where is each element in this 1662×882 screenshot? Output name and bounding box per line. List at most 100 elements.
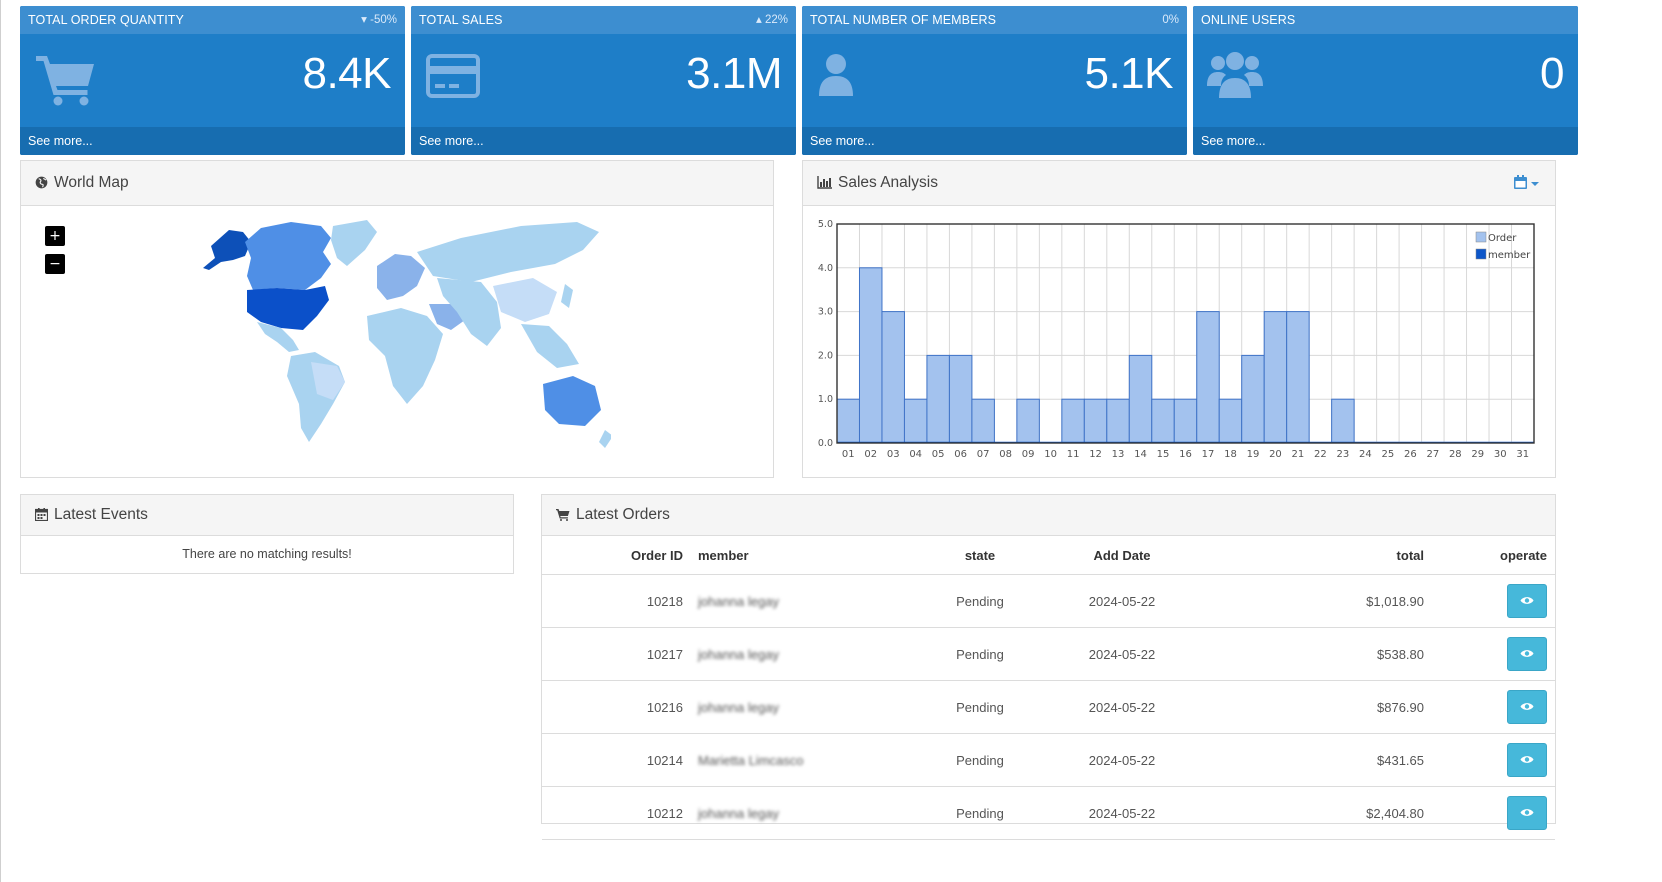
- x-tick-label: 16: [1179, 449, 1192, 460]
- chevron-down-icon: [1531, 182, 1539, 186]
- y-tick-label: 4.0: [818, 263, 833, 274]
- world-map[interactable]: [181, 216, 611, 456]
- calendar-icon: [35, 508, 48, 521]
- map-region-usa[interactable]: [247, 286, 329, 330]
- panel-title: Sales Analysis: [838, 174, 938, 191]
- x-tick-label: 10: [1044, 449, 1057, 460]
- column-header-total[interactable]: total: [1183, 536, 1432, 575]
- x-tick-label: 30: [1494, 449, 1507, 460]
- chart-bar: [1061, 398, 1085, 444]
- zoom-out-button[interactable]: −: [45, 254, 65, 274]
- chart-bar: [881, 311, 905, 444]
- sales-analysis-panel: Sales Analysis 0.0 1.0 2.0 3.0 4.0 5.0 01 02 03 0…: [802, 160, 1556, 478]
- calendar-icon[interactable]: [1513, 175, 1541, 191]
- state-cell: Pending: [899, 574, 1061, 628]
- x-tick-label: 31: [1516, 449, 1529, 460]
- x-tick-label: 15: [1157, 449, 1170, 460]
- chart-bar: [1128, 354, 1153, 444]
- see-more-link[interactable]: See more...: [1193, 127, 1578, 155]
- empty-message: There are no matching results!: [182, 547, 352, 561]
- see-more-link[interactable]: See more...: [20, 127, 405, 155]
- map-region-asia[interactable]: [437, 278, 501, 346]
- latest-orders-panel: Latest Orders Order ID member state Add …: [541, 494, 1556, 840]
- map-region-southeast-asia[interactable]: [521, 324, 579, 368]
- map-region-china[interactable]: [493, 278, 557, 322]
- view-order-button[interactable]: [1507, 690, 1547, 724]
- map-region-russia[interactable]: [417, 222, 599, 282]
- column-header-operate: operate: [1432, 536, 1555, 575]
- tile-total-members: TOTAL NUMBER OF MEMBERS 0% 5.1K See more…: [802, 6, 1187, 155]
- x-tick-label: 22: [1314, 449, 1327, 460]
- x-tick-label: 14: [1134, 449, 1147, 460]
- legend-label-order: Order: [1488, 233, 1517, 244]
- map-region-africa[interactable]: [367, 308, 443, 404]
- view-order-button[interactable]: [1507, 743, 1547, 777]
- view-order-button[interactable]: [1507, 584, 1547, 618]
- column-header-order-id[interactable]: Order ID: [542, 536, 697, 575]
- chart-bar: [1218, 398, 1243, 444]
- tile-value: 5.1K: [1084, 49, 1173, 98]
- map-region-canada[interactable]: [245, 222, 331, 290]
- tile-title: TOTAL NUMBER OF MEMBERS: [810, 13, 997, 27]
- order-id-cell: 10212: [542, 786, 697, 840]
- table-row: 10217 johanna legay Pending 2024-05-22 $…: [542, 627, 1555, 681]
- zoom-in-button[interactable]: +: [45, 226, 65, 246]
- eye-icon: [1520, 597, 1534, 604]
- map-region-alaska[interactable]: [203, 230, 251, 270]
- chart-bar: [926, 354, 950, 444]
- map-region-europe[interactable]: [377, 254, 425, 300]
- total-cell: $876.90: [1183, 680, 1432, 734]
- see-more-link[interactable]: See more...: [411, 127, 796, 155]
- x-tick-label: 05: [932, 449, 945, 460]
- column-header-add-date[interactable]: Add Date: [1061, 536, 1183, 575]
- tile-online-users: ONLINE USERS 0 See more...: [1193, 6, 1578, 155]
- chart-bar: [1241, 354, 1265, 444]
- x-tick-label: 19: [1247, 449, 1260, 460]
- table-row: 10216 johanna legay Pending 2024-05-22 $…: [542, 680, 1555, 734]
- eye-icon: [1520, 809, 1534, 816]
- map-region-new-zealand[interactable]: [599, 430, 611, 448]
- x-tick-label: 26: [1404, 449, 1417, 460]
- state-cell: Pending: [899, 627, 1061, 681]
- state-cell: Pending: [899, 733, 1061, 787]
- order-id-cell: 10214: [542, 733, 697, 787]
- bar-chart-icon: [817, 176, 832, 189]
- x-tick-label: 06: [954, 449, 967, 460]
- column-header-member[interactable]: member: [697, 536, 899, 575]
- tile-value: 3.1M: [686, 49, 782, 98]
- date-cell: 2024-05-22: [1061, 680, 1183, 734]
- map-region-brazil[interactable]: [311, 362, 345, 400]
- see-more-link[interactable]: See more...: [802, 127, 1187, 155]
- column-header-state[interactable]: state: [899, 536, 1061, 575]
- plot-frame: [836, 223, 1535, 444]
- tile-change: 0%: [1162, 14, 1179, 26]
- view-order-button[interactable]: [1507, 796, 1547, 830]
- x-tick-label: 20: [1269, 449, 1282, 460]
- x-tick-label: 01: [842, 449, 855, 460]
- x-tick-label: 07: [977, 449, 990, 460]
- total-cell: $431.65: [1183, 733, 1432, 787]
- tile-value: 0: [1540, 49, 1564, 98]
- x-tick-label: 25: [1381, 449, 1394, 460]
- panel-title: Latest Events: [54, 506, 148, 523]
- panel-header: Latest Events: [21, 495, 513, 536]
- latest-events-panel: Latest Events There are no matching resu…: [20, 494, 514, 574]
- view-order-button[interactable]: [1507, 637, 1547, 671]
- panel-title: Latest Orders: [576, 506, 670, 523]
- map-region-greenland[interactable]: [331, 220, 377, 266]
- eye-icon: [1520, 650, 1534, 657]
- sales-chart: 0.0 1.0 2.0 3.0 4.0 5.0 01 02 03 04 05 06 07 08 09 10 11…: [818, 219, 1535, 460]
- chart-bar: [1106, 398, 1130, 444]
- chart-bar: [903, 398, 928, 444]
- map-region-australia[interactable]: [543, 376, 601, 426]
- panel-header: Latest Orders: [542, 495, 1555, 536]
- map-region-mexico[interactable]: [257, 322, 299, 352]
- date-cell: 2024-05-22: [1061, 627, 1183, 681]
- table-row: 10214 Marietta Limcasco Pending 2024-05-…: [542, 733, 1555, 787]
- total-cell: $1,018.90: [1183, 574, 1432, 628]
- panel-header: Sales Analysis: [803, 161, 1555, 206]
- tile-change: ▾ -50%: [361, 14, 397, 26]
- date-cell: 2024-05-22: [1061, 733, 1183, 787]
- chart-bar: [971, 398, 995, 444]
- map-region-japan[interactable]: [561, 284, 573, 308]
